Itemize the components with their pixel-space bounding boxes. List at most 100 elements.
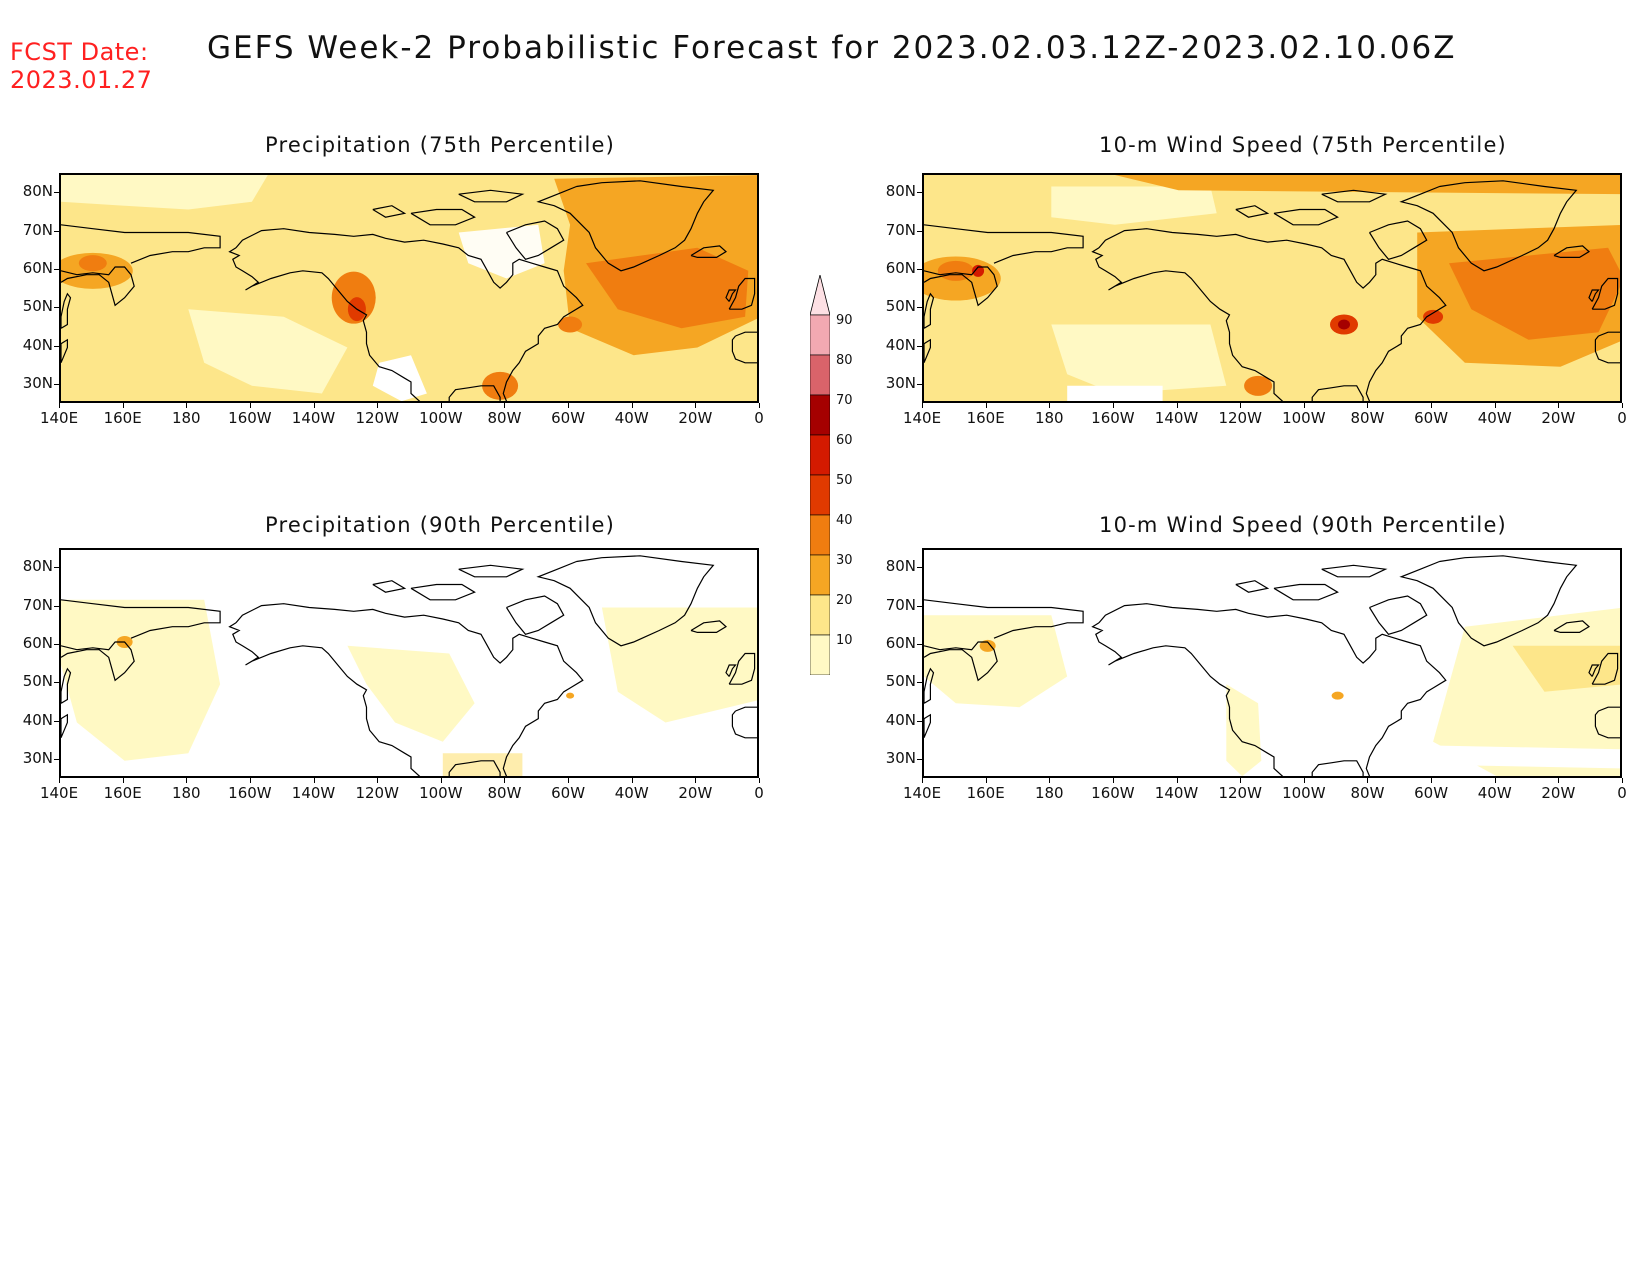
lon-label: 140W [1154, 784, 1199, 802]
lon-label: 40W [1477, 784, 1512, 802]
lon-label: 120W [355, 409, 399, 427]
lat-tick [917, 720, 922, 722]
lon-tick [122, 778, 124, 783]
lon-label: 0 [754, 409, 764, 427]
lon-tick [568, 403, 570, 408]
lon-tick [631, 403, 633, 408]
lon-label: 40W [614, 784, 649, 802]
lat-tick [54, 230, 59, 232]
lat-tick [54, 567, 59, 569]
lat-label: 50N [885, 672, 916, 691]
lat-label: 40N [885, 335, 916, 354]
colorbar-label: 30 [836, 553, 853, 568]
fcst-date-block: FCST Date: 2023.01.27 [10, 38, 152, 94]
lon-tick [186, 403, 188, 408]
colorbar-label: 40 [836, 513, 853, 528]
lon-tick [1431, 778, 1433, 783]
lat-tick [54, 758, 59, 760]
lon-tick [568, 778, 570, 783]
fcst-date-label: FCST Date: [10, 38, 149, 66]
lon-tick [1112, 403, 1114, 408]
lon-tick [1049, 403, 1051, 408]
lat-label: 70N [885, 595, 916, 614]
lon-label: 100W [1282, 784, 1326, 802]
lon-tick [985, 778, 987, 783]
lat-tick [54, 720, 59, 722]
colorbar-label: 10 [836, 633, 853, 648]
lat-tick [917, 383, 922, 385]
colorbar-top-arrow [809, 274, 831, 316]
colorbar-label: 50 [836, 473, 853, 488]
lat-label: 70N [22, 595, 53, 614]
colorbar [809, 274, 831, 676]
lat-label: 50N [22, 297, 53, 316]
colorbar-swatch [809, 474, 831, 516]
lon-label: 20W [1541, 784, 1576, 802]
lon-tick [1176, 403, 1178, 408]
lat-tick [917, 345, 922, 347]
lat-label: 60N [885, 633, 916, 652]
lon-tick [504, 778, 506, 783]
lon-tick [249, 403, 251, 408]
panel-title-w90: 10-m Wind Speed (90th Percentile) [1099, 513, 1507, 537]
figure-title: GEFS Week-2 Probabilistic Forecast for 2… [207, 30, 1457, 66]
lon-label: 160W [1091, 784, 1135, 802]
lon-label: 80W [487, 409, 522, 427]
lon-label: 160E [103, 409, 142, 427]
lon-tick [695, 403, 697, 408]
lat-label: 60N [22, 258, 53, 277]
lon-tick [59, 778, 60, 783]
lon-label: 120W [1218, 784, 1262, 802]
panel-title-p75: Precipitation (75th Percentile) [264, 133, 616, 157]
lon-label: 160W [1091, 409, 1135, 427]
lon-tick [922, 778, 923, 783]
lon-label: 40W [1477, 409, 1512, 427]
colorbar-swatch [809, 434, 831, 476]
lon-label: 160E [966, 409, 1005, 427]
lat-label: 30N [22, 373, 53, 392]
lat-tick [917, 758, 922, 760]
lon-tick [1494, 403, 1496, 408]
lon-tick [186, 778, 188, 783]
lat-label: 40N [22, 335, 53, 354]
lon-tick [1622, 778, 1623, 783]
lat-tick [54, 643, 59, 645]
lat-label: 30N [22, 748, 53, 767]
lat-label: 50N [22, 672, 53, 691]
lon-label: 20W [678, 784, 713, 802]
map-wind-75 [922, 173, 1622, 403]
lon-label: 140W [291, 784, 336, 802]
lon-label: 140W [291, 409, 336, 427]
lon-label: 140E [39, 409, 79, 427]
lon-label: 180 [1034, 409, 1064, 427]
lon-label: 0 [1617, 409, 1627, 427]
lon-tick [695, 778, 697, 783]
lon-label: 120W [1218, 409, 1262, 427]
lon-label: 80W [1350, 409, 1385, 427]
colorbar-swatch [809, 394, 831, 436]
lon-label: 180 [1034, 784, 1064, 802]
lat-label: 70N [885, 220, 916, 239]
lon-label: 160W [228, 409, 272, 427]
lat-tick [917, 268, 922, 270]
lon-tick [759, 778, 760, 783]
lon-label: 140E [902, 784, 942, 802]
lon-tick [1176, 778, 1178, 783]
colorbar-swatch [809, 354, 831, 396]
panel-title-p90: Precipitation (90th Percentile) [264, 513, 616, 537]
lon-tick [922, 403, 923, 408]
lon-tick [631, 778, 633, 783]
lat-tick [917, 192, 922, 194]
lat-label: 30N [885, 748, 916, 767]
lat-label: 80N [22, 182, 53, 201]
lon-tick [59, 403, 60, 408]
lat-tick [54, 682, 59, 684]
lon-tick [122, 403, 124, 408]
lat-tick [917, 605, 922, 607]
lon-label: 100W [419, 409, 463, 427]
lat-tick [54, 268, 59, 270]
lon-tick [1367, 403, 1369, 408]
lon-tick [759, 403, 760, 408]
colorbar-label: 70 [836, 393, 853, 408]
lon-label: 100W [1282, 409, 1326, 427]
